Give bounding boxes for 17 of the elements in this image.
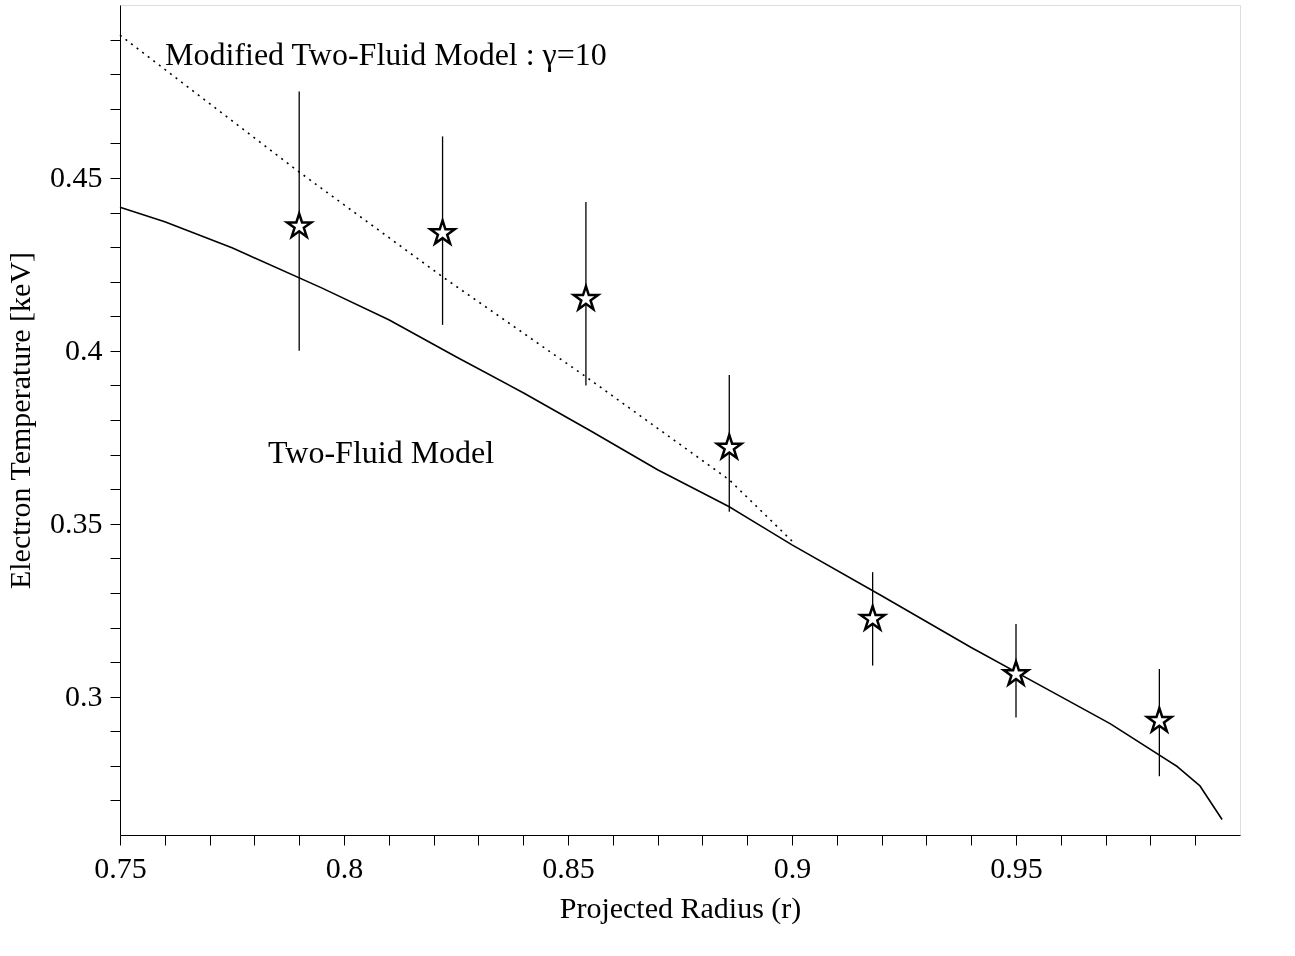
y-tick-label: 0.3 xyxy=(65,679,103,713)
y-tick-label: 0.4 xyxy=(65,333,103,367)
x-tick-label: 0.75 xyxy=(94,850,147,884)
x-tick-label: 0.8 xyxy=(325,850,364,884)
y-axis-title: Electron Temperature [keV] xyxy=(3,251,36,590)
x-tick-label: 0.85 xyxy=(542,850,595,884)
annotation: Two-Fluid Model xyxy=(268,434,495,470)
y-tick-label: 0.45 xyxy=(50,160,103,194)
annotation: Modified Two-Fluid Model : γ=10 xyxy=(165,36,607,72)
x-axis-title: Projected Radius (r) xyxy=(559,890,802,925)
point xyxy=(570,282,602,313)
y-tick-label: 0.35 xyxy=(50,506,103,540)
point xyxy=(713,431,745,462)
x-tick-label: 0.9 xyxy=(773,850,812,884)
x-tick-label: 0.95 xyxy=(990,850,1043,884)
point xyxy=(283,210,315,240)
point xyxy=(1000,658,1032,688)
